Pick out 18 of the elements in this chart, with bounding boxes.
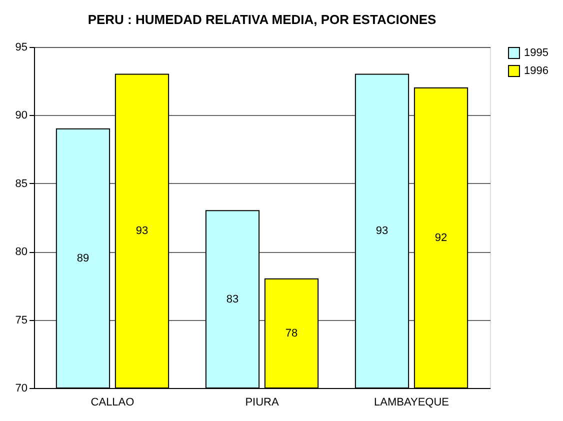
- y-tick-label: 85: [15, 178, 28, 190]
- legend-label: 1995: [524, 47, 548, 59]
- y-tick-label: 75: [15, 314, 28, 326]
- data-label: 93: [136, 225, 148, 238]
- y-tick-label: 90: [15, 110, 28, 122]
- y-tick-label: 95: [15, 42, 28, 54]
- legend-label: 1996: [524, 65, 548, 77]
- x-tick-label: LAMBAYEQUE: [374, 396, 450, 408]
- chart-title: PERU : HUMEDAD RELATIVA MEDIA, POR ESTACIONES: [88, 12, 437, 27]
- y-tick-label: 80: [15, 246, 28, 258]
- data-label: 93: [376, 225, 388, 238]
- data-label: 83: [226, 293, 239, 306]
- y-tick-label: 70: [15, 382, 28, 394]
- x-tick-label: CALLAO: [90, 396, 135, 408]
- data-label: 92: [434, 232, 448, 244]
- data-label: 78: [285, 327, 298, 340]
- x-tick-label: PIURA: [245, 396, 280, 408]
- data-label: 89: [76, 252, 90, 264]
